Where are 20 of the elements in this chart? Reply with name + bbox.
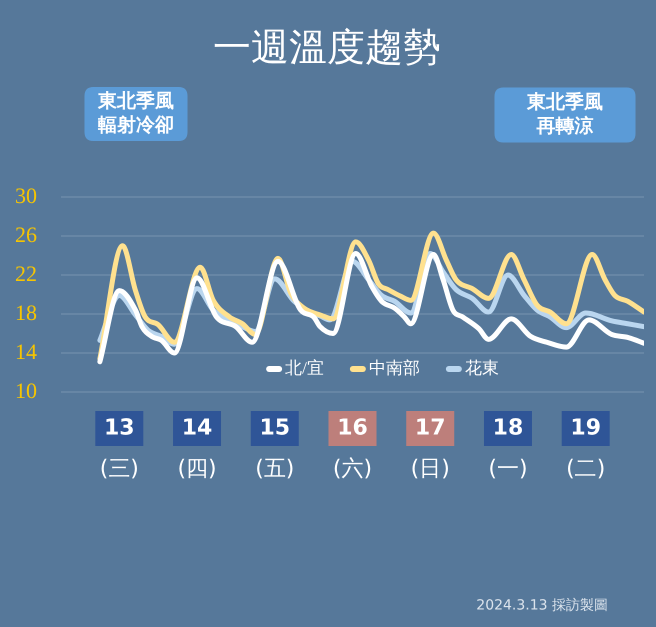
x-tick-label: 15 (五) (255, 416, 294, 482)
y-tick-label: 30 (15, 182, 37, 208)
x-tick-label: 18 (一) (488, 416, 528, 482)
x-tick-label: 14 (四) (177, 416, 217, 482)
legend-label: 北/宜 (285, 358, 324, 378)
x-tick-label: 17 (日) (410, 416, 450, 482)
text: 東北季風輻射冷卻 (97, 90, 174, 136)
legend-label: 中南部 (368, 358, 420, 378)
y-tick-label: 10 (15, 378, 37, 403)
y-tick-label: 18 (15, 300, 37, 325)
text: 東北季風再轉涼 (526, 90, 603, 137)
y-tick-label: 26 (15, 222, 37, 247)
y-tick-label: 14 (15, 338, 37, 364)
x-tick-label: 19 (二) (566, 416, 606, 482)
x-tick-label: 16 (六) (332, 416, 372, 482)
chart-title: 一週溫度趨勢 (213, 24, 441, 69)
x-tick-label: 13 (三) (100, 416, 139, 482)
y-tick-label: 22 (15, 260, 37, 286)
legend-label: 花東 (464, 358, 499, 378)
text: 2024.3.13 採訪製圖 (476, 598, 608, 614)
